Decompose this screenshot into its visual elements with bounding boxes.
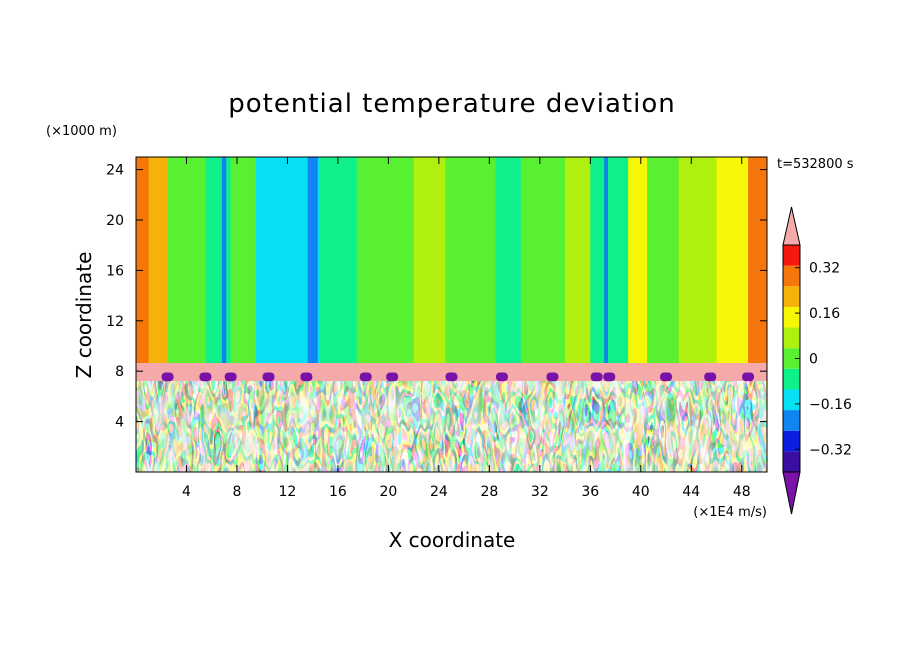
band-16 — [647, 157, 680, 365]
band-19 — [748, 157, 767, 365]
colorbar-tick-label-2: 0 — [809, 352, 818, 368]
y-axis-label: Z coordinate — [72, 252, 96, 379]
y-tick-label-5: 24 — [106, 163, 124, 179]
colorbar-high-extend — [782, 206, 801, 246]
bump-9 — [546, 372, 559, 382]
band-5 — [255, 157, 295, 365]
x-axis-label: X coordinate — [389, 528, 516, 552]
x-tick-label-0: 4 — [182, 484, 191, 500]
colorbar-segment-10 — [783, 245, 800, 266]
colorbar: 0.32 0.16 0 −0.16 −0.32 — [782, 206, 852, 515]
x-tick-label-1: 8 — [232, 484, 241, 500]
colorbar-segment-7 — [783, 306, 800, 328]
y-tick-label-1: 8 — [115, 364, 124, 380]
x-tick-label-3: 16 — [329, 484, 347, 500]
band-0 — [136, 157, 150, 365]
band-8 — [356, 157, 415, 365]
x-tick-label-4: 20 — [379, 484, 397, 500]
bump-13 — [704, 372, 717, 382]
x-tick-label-11: 48 — [733, 484, 751, 500]
plume-0 — [221, 157, 227, 365]
colorbar-tick-label-4: −0.32 — [809, 442, 852, 458]
plot-frame — [135, 156, 768, 473]
colorbar-tick-label-1: 0.16 — [809, 306, 840, 322]
y-tick-label-2: 12 — [106, 314, 124, 330]
band-15 — [628, 157, 648, 365]
bump-5 — [359, 372, 372, 382]
colorbar-segment-8 — [783, 286, 800, 307]
band-10 — [445, 157, 497, 365]
bump-3 — [262, 372, 275, 382]
colorbar-segment-9 — [783, 265, 800, 287]
bump-8 — [495, 372, 508, 382]
y-axis: 4 8 12 16 20 24 — [106, 163, 767, 431]
bump-7 — [445, 372, 458, 382]
colorbar-tick-label-3: −0.16 — [809, 397, 852, 413]
y-tick-label-4: 20 — [106, 213, 124, 229]
bump-12 — [660, 372, 673, 382]
bump-0 — [161, 372, 174, 382]
upper-layer — [136, 157, 767, 365]
x-tick-label-2: 12 — [279, 484, 297, 500]
band-1 — [148, 157, 169, 365]
colorbar-low-extend — [782, 471, 801, 515]
time-label: t=532800 s — [777, 157, 854, 172]
plot-area — [136, 157, 767, 472]
y-unit-label: (×1000 m) — [46, 124, 117, 139]
plume-2 — [604, 157, 608, 365]
band-17 — [678, 157, 718, 365]
band-9 — [413, 157, 446, 365]
bump-10 — [590, 372, 603, 382]
y-tick-label-0: 4 — [115, 415, 124, 431]
colorbar-segment-6 — [783, 327, 800, 349]
x-tick-label-8: 36 — [581, 484, 599, 500]
chart-title: potential temperature deviation — [228, 89, 675, 119]
band-3 — [205, 157, 232, 365]
band-2 — [167, 157, 206, 365]
y-tick-label-3: 16 — [106, 263, 124, 279]
band-13 — [565, 157, 591, 365]
x-tick-label-7: 32 — [531, 484, 549, 500]
x-unit-label: (×1E4 m/s) — [693, 505, 767, 520]
colorbar-segment-4 — [783, 368, 800, 390]
x-tick-label-6: 28 — [480, 484, 498, 500]
bump-2 — [224, 372, 237, 382]
band-11 — [495, 157, 522, 365]
band-12 — [520, 157, 566, 365]
colorbar-segment-3 — [783, 389, 800, 411]
band-18 — [716, 157, 749, 365]
colorbar-segment-0 — [783, 451, 800, 472]
bump-6 — [386, 372, 399, 382]
bump-11 — [603, 372, 616, 382]
turbulent-layer — [136, 380, 767, 472]
colorbar-segment-1 — [783, 430, 800, 452]
x-axis: 4 8 12 16 20 24 28 32 36 40 44 48 — [182, 157, 751, 500]
colorbar-segment-5 — [783, 348, 800, 369]
band-14 — [590, 157, 629, 365]
band-7 — [318, 157, 358, 365]
bump-4 — [300, 372, 313, 382]
colorbar-tick-label-0: 0.32 — [809, 261, 840, 277]
bump-14 — [742, 372, 755, 382]
bump-1 — [199, 372, 212, 382]
inversion-bumps — [161, 372, 755, 382]
plume-1 — [307, 157, 318, 365]
x-tick-label-5: 24 — [430, 484, 448, 500]
x-tick-label-9: 40 — [632, 484, 650, 500]
band-4 — [230, 157, 257, 365]
x-tick-label-10: 44 — [682, 484, 700, 500]
colorbar-segment-2 — [783, 410, 800, 431]
